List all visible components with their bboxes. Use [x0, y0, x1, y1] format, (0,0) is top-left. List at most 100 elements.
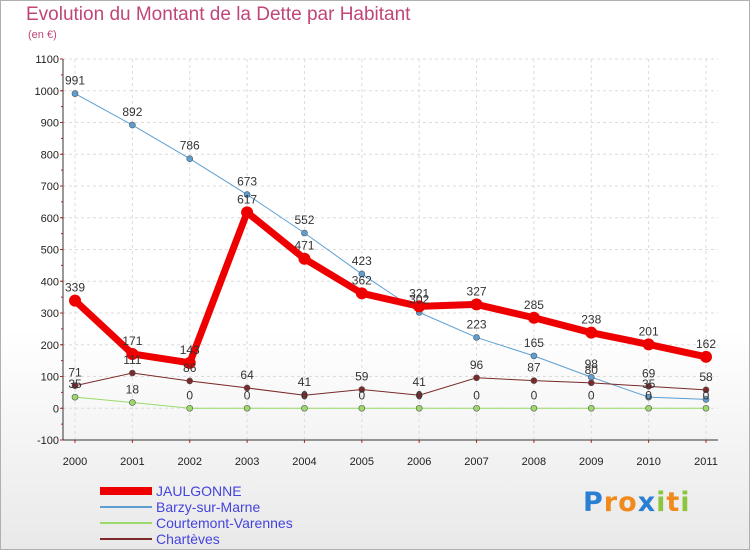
- data-label-courtemont-varennes: 0: [301, 388, 308, 402]
- data-label-barzy-sur-marne: 892: [122, 105, 142, 119]
- data-point-jaulgonne: [69, 294, 81, 307]
- data-label-courtemont-varennes: 0: [588, 388, 595, 402]
- data-label-barzy-sur-marne: 991: [65, 74, 85, 88]
- legend-label: Barzy-sur-Marne: [156, 499, 261, 515]
- data-label-barzy-sur-marne: 98: [585, 357, 599, 371]
- data-point-jaulgonne: [241, 206, 254, 219]
- data-point-courtemont-varennes: [243, 404, 251, 412]
- y-tick-label: 600: [41, 213, 59, 225]
- x-tick-label: 2007: [464, 456, 488, 468]
- data-label-chart-ves: 41: [413, 375, 427, 389]
- logo-letter: i: [680, 487, 691, 518]
- data-point-barzy-sur-marne: [702, 396, 710, 403]
- data-point-chart-ves: [587, 379, 595, 387]
- data-label-jaulgonne: 471: [294, 239, 314, 253]
- x-tick-label: 2008: [522, 456, 546, 468]
- data-point-courtemont-varennes: [473, 404, 480, 412]
- data-label-chart-ves: 64: [240, 368, 254, 382]
- chart-unit-label: (en €): [28, 29, 57, 41]
- data-label-barzy-sur-marne: 786: [180, 139, 200, 153]
- logo-letter: x: [637, 487, 657, 518]
- data-point-barzy-sur-marne: [301, 229, 308, 237]
- data-label-jaulgonne: 339: [65, 281, 85, 295]
- data-label-jaulgonne: 617: [237, 192, 257, 206]
- data-point-jaulgonne: [126, 347, 139, 360]
- y-tick-label: 500: [41, 245, 59, 257]
- proxiti-logo: Proxiti: [583, 487, 691, 518]
- data-point-jaulgonne: [470, 298, 483, 311]
- x-tick-label: 2009: [579, 456, 603, 468]
- y-tick-label: 0: [53, 403, 59, 415]
- data-label-jaulgonne: 285: [524, 298, 544, 312]
- y-tick-label: 200: [41, 340, 59, 352]
- logo-letter: i: [656, 487, 667, 518]
- data-point-courtemont-varennes: [358, 404, 366, 412]
- data-point-chart-ves: [358, 386, 366, 393]
- data-point-courtemont-varennes: [186, 404, 194, 412]
- data-point-courtemont-varennes: [415, 404, 423, 412]
- y-tick-label: 800: [41, 149, 59, 161]
- data-label-jaulgonne: 321: [409, 286, 429, 300]
- x-tick-label: 2005: [350, 456, 374, 468]
- data-point-chart-ves: [415, 391, 423, 399]
- x-tick-label: 2006: [407, 456, 431, 468]
- data-label-barzy-sur-marne: 302: [409, 292, 429, 306]
- data-label-chart-ves: 41: [298, 375, 312, 389]
- data-label-jaulgonne: 362: [352, 273, 372, 287]
- y-tick-label: 1000: [35, 86, 59, 98]
- data-label-courtemont-varennes: 35: [68, 377, 82, 391]
- series-line-courtemont-varennes: [74, 396, 707, 409]
- data-label-courtemont-varennes: 0: [358, 388, 365, 402]
- data-point-barzy-sur-marne: [358, 270, 366, 278]
- y-tick-label: 400: [41, 276, 59, 288]
- series-line-jaulgonne: [71, 208, 710, 367]
- data-label-barzy-sur-marne: 165: [524, 336, 544, 350]
- data-point-barzy-sur-marne: [473, 334, 480, 341]
- data-label-courtemont-varennes: 18: [126, 383, 140, 397]
- x-tick-label: 2011: [694, 456, 718, 468]
- data-label-chart-ves: 86: [183, 361, 197, 375]
- data-point-courtemont-varennes: [645, 404, 652, 412]
- series-line-chart-ves: [74, 372, 707, 396]
- data-label-jaulgonne: 162: [696, 337, 716, 351]
- x-tick-label: 2010: [636, 456, 660, 468]
- logo-letter: t: [666, 487, 681, 518]
- data-label-jaulgonne: 238: [581, 313, 601, 327]
- data-label-chart-ves: 59: [355, 370, 369, 384]
- x-tick-label: 2001: [120, 456, 144, 468]
- data-label-jaulgonne: 143: [180, 343, 200, 357]
- data-label-courtemont-varennes: 0: [244, 388, 251, 402]
- data-label-barzy-sur-marne: 35: [642, 377, 656, 391]
- legend-label: Courtemont-Varennes: [156, 515, 293, 531]
- data-point-chart-ves: [129, 369, 136, 377]
- data-label-chart-ves: 58: [699, 370, 713, 384]
- chart-title: Evolution du Montant de la Dette par Hab…: [26, 4, 411, 25]
- data-label-courtemont-varennes: 0: [186, 388, 193, 402]
- data-point-chart-ves: [186, 377, 194, 385]
- data-point-jaulgonne: [183, 356, 196, 369]
- legend-label: JAULGONNE: [156, 483, 242, 499]
- data-point-chart-ves: [243, 384, 251, 392]
- y-tick-label: 300: [41, 308, 59, 320]
- data-point-jaulgonne: [527, 311, 540, 324]
- logo-letter: o: [618, 487, 638, 518]
- data-point-jaulgonne: [700, 350, 712, 363]
- data-point-chart-ves: [71, 382, 79, 390]
- data-label-chart-ves: 111: [123, 353, 142, 367]
- data-point-jaulgonne: [355, 287, 368, 300]
- data-point-barzy-sur-marne: [186, 155, 194, 162]
- data-point-courtemont-varennes: [702, 404, 710, 412]
- logo-letter: r: [603, 487, 619, 518]
- x-tick-label: 2002: [177, 456, 201, 468]
- y-tick-label: 1100: [35, 54, 59, 66]
- data-point-chart-ves: [473, 374, 480, 382]
- legend-swatch: [100, 522, 152, 524]
- data-point-barzy-sur-marne: [243, 191, 251, 198]
- data-label-courtemont-varennes: 0: [531, 388, 538, 402]
- data-label-chart-ves: 71: [68, 366, 82, 380]
- data-label-jaulgonne: 201: [639, 324, 659, 338]
- data-point-jaulgonne: [298, 252, 311, 265]
- data-point-courtemont-varennes: [71, 393, 79, 401]
- logo-letter: P: [583, 487, 604, 518]
